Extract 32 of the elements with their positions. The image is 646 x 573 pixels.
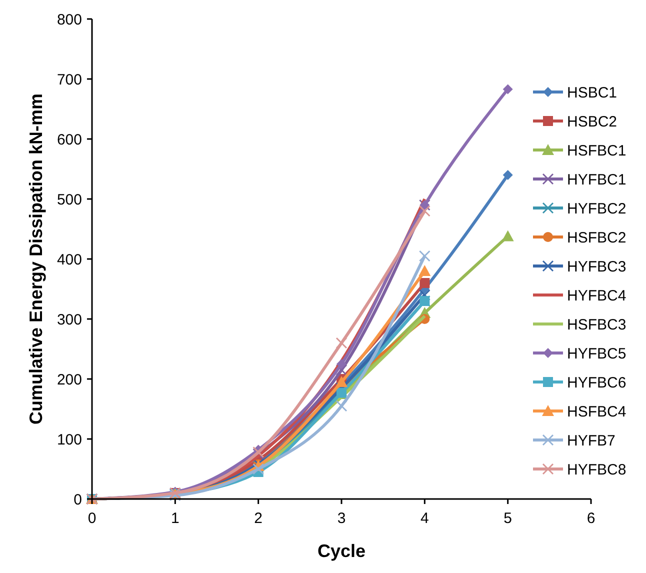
legend-label: HYFBC6 bbox=[567, 374, 626, 392]
legend-label: HYFB7 bbox=[567, 432, 616, 450]
x-tick-label: 1 bbox=[170, 510, 180, 527]
legend-label: HSFBC4 bbox=[567, 403, 626, 420]
x-tick-label: 2 bbox=[254, 510, 263, 527]
y-tick-label: 800 bbox=[56, 11, 82, 28]
y-tick-label: 400 bbox=[56, 251, 82, 268]
x-tick-label: 0 bbox=[88, 510, 96, 527]
y-tick-label: 600 bbox=[56, 131, 82, 148]
legend-label: HSFBC3 bbox=[567, 316, 626, 334]
y-tick-label: 200 bbox=[56, 371, 82, 388]
y-axis-title: Cumulative Energy Dissipation kN-mm bbox=[26, 93, 46, 425]
legend-label: HYFBC2 bbox=[567, 200, 626, 218]
y-tick-label: 300 bbox=[56, 311, 82, 328]
legend-label: HYFBC8 bbox=[567, 461, 626, 478]
y-tick-label: 700 bbox=[56, 71, 82, 88]
y-tick-label: 0 bbox=[74, 491, 82, 508]
legend-label: HSBC2 bbox=[567, 113, 618, 130]
x-tick-label: 6 bbox=[586, 510, 596, 527]
legend-label: HSBC1 bbox=[567, 84, 618, 102]
y-tick-label: 500 bbox=[56, 191, 82, 208]
legend-label: HSFBC2 bbox=[567, 229, 626, 246]
x-tick-label: 3 bbox=[337, 510, 346, 527]
x-tick-label: 4 bbox=[420, 510, 429, 527]
y-tick-label: 100 bbox=[56, 431, 82, 448]
legend-label: HYFBC3 bbox=[567, 258, 626, 276]
legend-label: HYFBC5 bbox=[567, 345, 626, 362]
x-axis-title: Cycle bbox=[317, 541, 366, 561]
legend-label: HYFBC4 bbox=[567, 287, 626, 304]
legend-label: HSFBC1 bbox=[567, 142, 626, 160]
legend-label: HYFBC1 bbox=[567, 171, 626, 188]
x-tick-label: 5 bbox=[504, 510, 512, 527]
